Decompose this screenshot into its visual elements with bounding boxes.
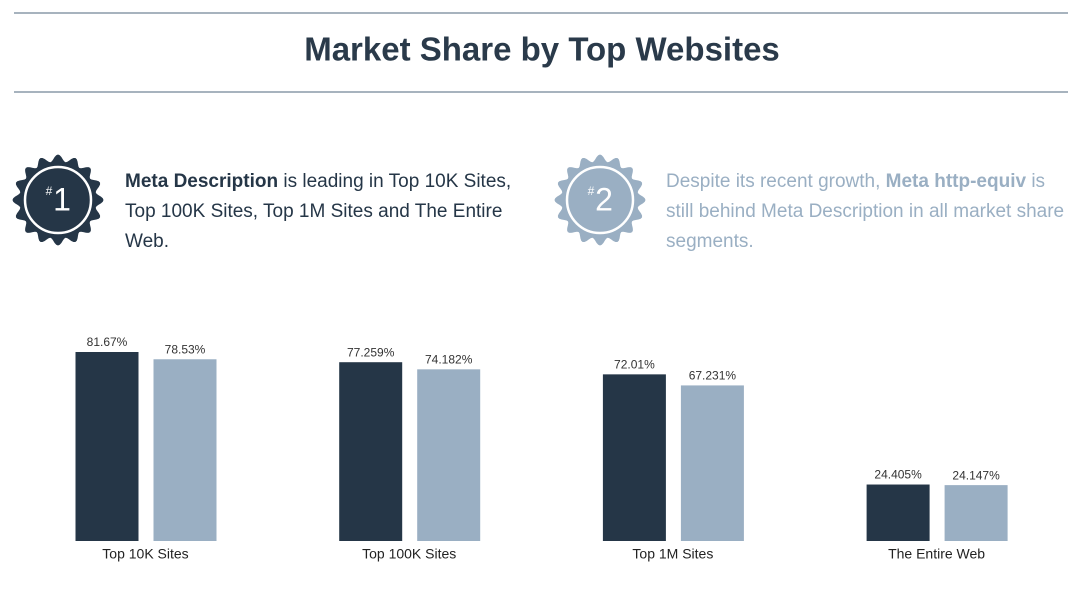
badge-ring: [23, 165, 93, 235]
value-label: 67.231%: [689, 369, 737, 383]
x-tick-label: Top 10K Sites: [102, 546, 188, 562]
badge-number: 1: [53, 181, 71, 217]
badge-ring: [565, 165, 635, 235]
bar: [75, 352, 139, 541]
bar: [944, 485, 1008, 541]
bar: [866, 484, 930, 541]
bar: [417, 369, 481, 541]
value-label: 77.259%: [347, 345, 395, 359]
badge-number: 2: [595, 181, 613, 217]
x-tick-label: The Entire Web: [888, 546, 985, 562]
callout-text: Despite its recent growth,: [666, 171, 886, 192]
callout: Despite its recent growth, Meta http-equ…: [666, 167, 1076, 257]
x-tick-label: Top 1M Sites: [632, 546, 713, 562]
value-label: 24.147%: [952, 468, 1000, 482]
bar: [153, 359, 217, 541]
badge-symbol: #: [46, 184, 53, 198]
callout: Meta Description is leading in Top 10K S…: [125, 167, 535, 257]
x-tick-label: Top 100K Sites: [362, 546, 456, 562]
title: Market Share by Top Websites: [304, 31, 780, 68]
value-label: 74.182%: [425, 353, 473, 367]
callout-bold: Meta Description: [125, 171, 279, 192]
bar: [339, 362, 403, 541]
badge-symbol: #: [588, 184, 595, 198]
callout-text: is leading in Top 10K Sites, Top 100K Si…: [125, 171, 512, 252]
bar: [680, 385, 744, 541]
bar: [602, 374, 666, 541]
callout-bold: Meta http-equiv: [885, 171, 1027, 192]
value-label: 24.405%: [874, 468, 922, 482]
value-label: 78.53%: [165, 342, 206, 356]
callout-text: is still behind Meta Description in all …: [666, 171, 1065, 252]
value-label: 81.67%: [87, 335, 128, 349]
value-label: 72.01%: [614, 358, 655, 372]
